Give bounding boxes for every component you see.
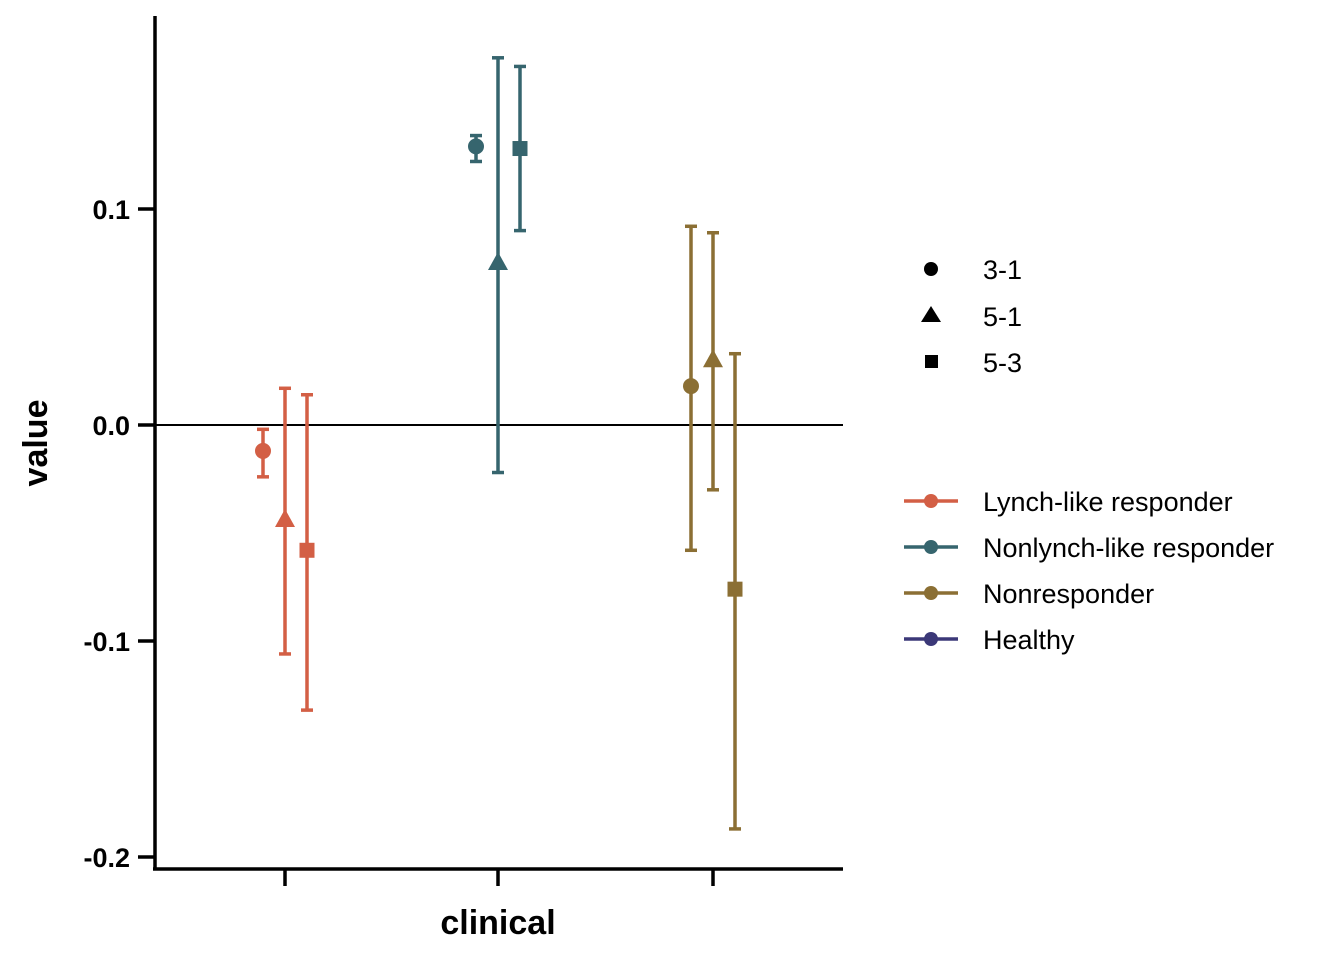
axes: 0.1 0.0 -0.1 -0.2 [83, 16, 843, 886]
color-legend-label-2: Nonlynch-like responder [983, 533, 1274, 563]
data-point-nonresponder-5-3 [727, 351, 743, 831]
data-point-nonresponder-5-1 [703, 231, 723, 492]
y-ticks: 0.1 0.0 -0.1 -0.2 [83, 195, 155, 873]
y-tick-label: -0.2 [83, 843, 130, 873]
data-point-lynch-like-responder-3-1 [255, 427, 271, 479]
shape-legend: 3-1 5-1 5-3 [921, 255, 1022, 378]
point-marker [255, 442, 271, 459]
legend-dot-icon [924, 632, 938, 646]
shape-legend-label-2: 5-1 [983, 302, 1022, 332]
point-marker [703, 349, 723, 368]
point-marker [727, 581, 743, 597]
legend-dot-icon [924, 494, 938, 508]
shape-legend-item-1: 3-1 [924, 255, 1022, 285]
point-marker [468, 138, 484, 155]
y-axis-title: value [17, 400, 55, 487]
color-legend-label-1: Lynch-like responder [983, 487, 1233, 517]
legend-dot-icon [924, 540, 938, 554]
color-legend-item-4: Healthy [904, 625, 1075, 655]
data-point-lynch-like-responder-5-3 [299, 393, 315, 712]
color-legend-item-1: Lynch-like responder [904, 487, 1233, 517]
shape-legend-item-2: 5-1 [921, 302, 1022, 332]
data-point-nonresponder-3-1 [683, 224, 699, 553]
data-points [255, 56, 743, 831]
triangle-icon [921, 306, 941, 322]
point-marker [512, 141, 528, 157]
circle-icon [924, 262, 938, 276]
point-marker [488, 252, 508, 270]
point-marker [275, 509, 295, 528]
color-legend: Lynch-like responder Nonlynch-like respo… [904, 487, 1274, 655]
color-legend-item-3: Nonresponder [904, 579, 1154, 609]
color-legend-label-3: Nonresponder [983, 579, 1154, 609]
data-point-lynch-like-responder-5-1 [275, 386, 295, 656]
point-marker [299, 542, 315, 558]
square-icon [925, 355, 938, 368]
x-axis-title: clinical [440, 904, 555, 942]
y-tick-label: -0.1 [83, 627, 130, 657]
legend-dot-icon [924, 586, 938, 600]
y-tick-label: 0.1 [92, 195, 130, 225]
y-tick-label: 0.0 [92, 411, 130, 441]
shape-legend-label-1: 3-1 [983, 255, 1022, 285]
point-marker [683, 378, 699, 395]
color-legend-label-4: Healthy [983, 625, 1075, 655]
color-legend-item-2: Nonlynch-like responder [904, 533, 1274, 563]
data-point-nonlynch-like-responder-5-1 [488, 56, 508, 475]
shape-legend-item-3: 5-3 [925, 348, 1022, 378]
data-point-nonlynch-like-responder-3-1 [468, 133, 484, 164]
data-point-nonlynch-like-responder-5-3 [512, 64, 528, 233]
shape-legend-label-3: 5-3 [983, 348, 1022, 378]
